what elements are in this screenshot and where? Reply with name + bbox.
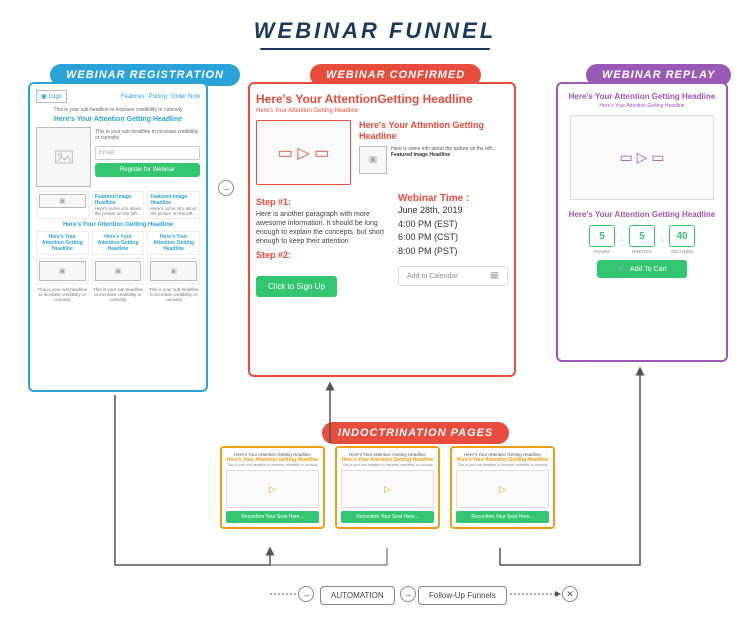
feat-body: Here's some info about the picture on th… [95,206,142,216]
step-1: Step #1: [256,197,390,207]
card-replay: Here's Your Attention Getting Headline H… [556,82,728,362]
cd-minutes-label: MINUTES [629,249,655,254]
arrow-right-icon: → [218,180,234,196]
conf-info2: Featured Image Headline [391,152,508,158]
followup-box: Follow-Up Funnels [418,586,507,605]
col-head-3: Here's Your Attention Getting Headline [147,231,200,255]
col-head-2: Here's Your Attention Getting Headline [92,231,145,255]
image-placeholder-icon: ▣ [95,261,142,281]
cd-seconds: 40 [669,225,695,247]
pill-indoctrination: INDOCTRINATION PAGES [322,422,509,444]
page-title: WEBINAR FUNNEL [0,0,750,48]
indoctrination-row: Here's Your Attention Getting Headline H… [220,446,555,529]
reg-sub2: This is your sub headline to increase cr… [95,129,200,141]
cart-icon: 🛒 [617,265,626,273]
webinar-time-label: Webinar Time : [398,193,508,204]
automation-box: AUTOMATION [320,586,395,605]
reconfirm-button[interactable]: Reconfirm Your Seat Here... [341,511,434,523]
register-button[interactable]: Register for Webinar [95,163,200,177]
time-est: 4:00 PM (EST) [398,218,508,232]
image-icon: ▣ [41,93,47,100]
cd-hours-label: HOURS [589,249,615,254]
calendar-icon: 🗓 [490,272,499,280]
webinar-date: June 28th, 2019 [398,204,508,218]
bottom-sub-1: This is your sub headline to increase cr… [36,287,89,302]
time-pst: 8:00 PM (PST) [398,245,508,259]
logo: ▣ Logo [36,90,67,103]
card-confirmed: Here's Your AttentionGetting Headline He… [248,82,516,377]
feature-col-3: Featured Image Headline Here's some info… [147,191,200,219]
bottom-sub-3: This is your sub headline to increase cr… [147,287,200,302]
image-placeholder-icon: ▣ [359,146,387,174]
cart-label: Add To Cart [630,266,667,273]
video-icon: ▷ [456,470,549,508]
feature-col-2: Featured Image Headline Here's some info… [92,191,145,219]
indoc-card-2: Here's Your Attention Getting Headline H… [335,446,440,529]
reg-headline: Here's Your Attention Getting Headline [36,116,200,123]
title-underline [260,48,490,50]
reconfirm-button[interactable]: Reconfirm Your Seat Here... [456,511,549,523]
card-registration: ▣ Logo Features Pricing Order Now This i… [28,82,208,392]
image-placeholder [36,127,91,187]
reconfirm-button[interactable]: Reconfirm Your Seat Here... [226,511,319,523]
bottom-sub-2: This is your sub headline to increase cr… [92,287,145,302]
replay-head2: Here's Your Attention Getting Headline [564,210,720,219]
nav-pricing[interactable]: Pricing [149,94,167,100]
arrow-right-icon: → [298,586,314,602]
indoc-t3: This is your sub headline to increase cr… [226,463,319,467]
reg-sub1: This is your sub headline to increase cr… [36,107,200,113]
reg-att-headline: Here's Your Attention Getting Headline [36,222,200,228]
conf-para: Here is another paragraph with more awes… [256,210,390,246]
conf-info1: Here is some info about the picture on t… [391,146,508,152]
email-input[interactable]: Email [95,146,200,160]
feat-title: Featured Image Headline [95,194,142,206]
col-head-1: Here's Your Attention Getting Headline [36,231,89,255]
indoc-card-3: Here's Your Attention Getting Headline H… [450,446,555,529]
nav-order[interactable]: Order Now [171,94,200,100]
image-placeholder-icon: ▣ [39,261,86,281]
video-placeholder[interactable]: ▭ ▷ ▭ [256,120,351,185]
video-icon: ▷ [226,470,319,508]
calendar-label: Add to Calendar [407,273,458,280]
conf-title: Here's Your AttentionGetting Headline [256,92,508,106]
replay-head: Here's Your Attention Getting Headline [564,92,720,101]
play-icon: ▭ ▷ ▭ [619,149,664,166]
logo-text: Logo [49,94,62,100]
cd-seconds-label: SECONDS [669,249,695,254]
indoc-t3: This is your sub headline to increase cr… [341,463,434,467]
conf-sub: Here's Your Attention Getting Headline [256,108,508,114]
nav-features[interactable]: Features [121,94,145,100]
arrow-cross-icon: ✕ [562,586,578,602]
time-cst: 6:00 PM (CST) [398,231,508,245]
reg-nav: ▣ Logo Features Pricing Order Now [36,90,200,103]
arrow-right-icon: → [400,586,416,602]
feature-col-1: ▣ [36,191,89,219]
feat-title-2: Featured Image Headline [150,194,197,206]
step-2: Step #2: [256,250,390,260]
cd-minutes: 5 [629,225,655,247]
cd-hours: 5 [589,225,615,247]
image-placeholder-icon: ▣ [150,261,197,281]
indoc-card-1: Here's Your Attention Getting Headline H… [220,446,325,529]
replay-video[interactable]: ▭ ▷ ▭ [570,115,714,200]
play-icon: ▭ ▷ ▭ [278,143,329,163]
image-placeholder-icon: ▣ [39,194,86,208]
conf-right-head: Here's Your Attention Getting Headline [359,120,508,142]
video-icon: ▷ [341,470,434,508]
add-to-cart-button[interactable]: 🛒 Add To Cart [597,260,687,278]
signup-button[interactable]: Click to Sign Up [256,276,337,297]
add-calendar-button[interactable]: Add to Calendar 🗓 [398,266,508,286]
indoc-t3: This is your sub headline to increase cr… [456,463,549,467]
feat-body-2: Here's some info about the picture on th… [150,206,197,216]
countdown: 5 HOURS : 5 MINUTES : 40 SECONDS [564,225,720,254]
replay-sub: Here's Your Attention Getting Headline [564,103,720,109]
